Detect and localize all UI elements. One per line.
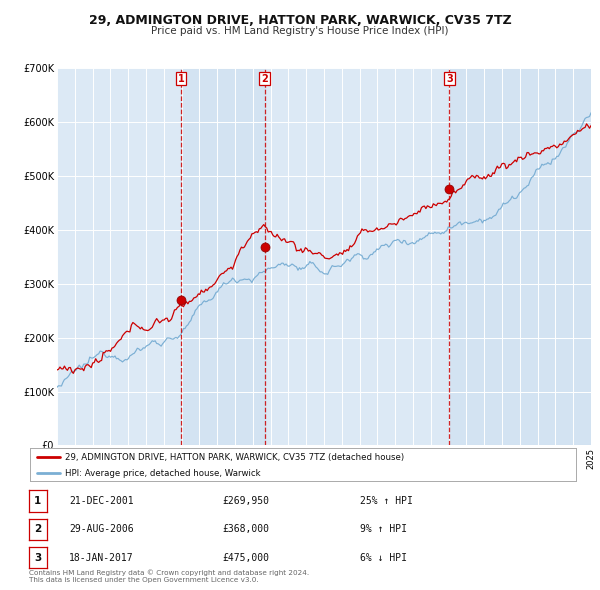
Text: 18-JAN-2017: 18-JAN-2017 xyxy=(69,553,134,562)
Text: £475,000: £475,000 xyxy=(222,553,269,562)
Text: 2: 2 xyxy=(34,525,41,534)
Bar xyxy=(181,68,265,445)
Text: 29, ADMINGTON DRIVE, HATTON PARK, WARWICK, CV35 7TZ: 29, ADMINGTON DRIVE, HATTON PARK, WARWIC… xyxy=(89,14,511,27)
Text: £269,950: £269,950 xyxy=(222,496,269,506)
Text: 1: 1 xyxy=(178,74,184,84)
Text: 29-AUG-2006: 29-AUG-2006 xyxy=(69,525,134,534)
Text: 25% ↑ HPI: 25% ↑ HPI xyxy=(360,496,413,506)
Text: 3: 3 xyxy=(34,553,41,562)
Bar xyxy=(449,68,591,445)
Text: 3: 3 xyxy=(446,74,453,84)
Text: 6% ↓ HPI: 6% ↓ HPI xyxy=(360,553,407,562)
Text: Price paid vs. HM Land Registry's House Price Index (HPI): Price paid vs. HM Land Registry's House … xyxy=(151,27,449,36)
Text: 9% ↑ HPI: 9% ↑ HPI xyxy=(360,525,407,534)
Text: £368,000: £368,000 xyxy=(222,525,269,534)
Text: 29, ADMINGTON DRIVE, HATTON PARK, WARWICK, CV35 7TZ (detached house): 29, ADMINGTON DRIVE, HATTON PARK, WARWIC… xyxy=(65,453,404,461)
Text: 21-DEC-2001: 21-DEC-2001 xyxy=(69,496,134,506)
Text: 1: 1 xyxy=(34,496,41,506)
Text: 2: 2 xyxy=(261,74,268,84)
Text: HPI: Average price, detached house, Warwick: HPI: Average price, detached house, Warw… xyxy=(65,468,261,477)
Text: Contains HM Land Registry data © Crown copyright and database right 2024.
This d: Contains HM Land Registry data © Crown c… xyxy=(29,569,309,583)
